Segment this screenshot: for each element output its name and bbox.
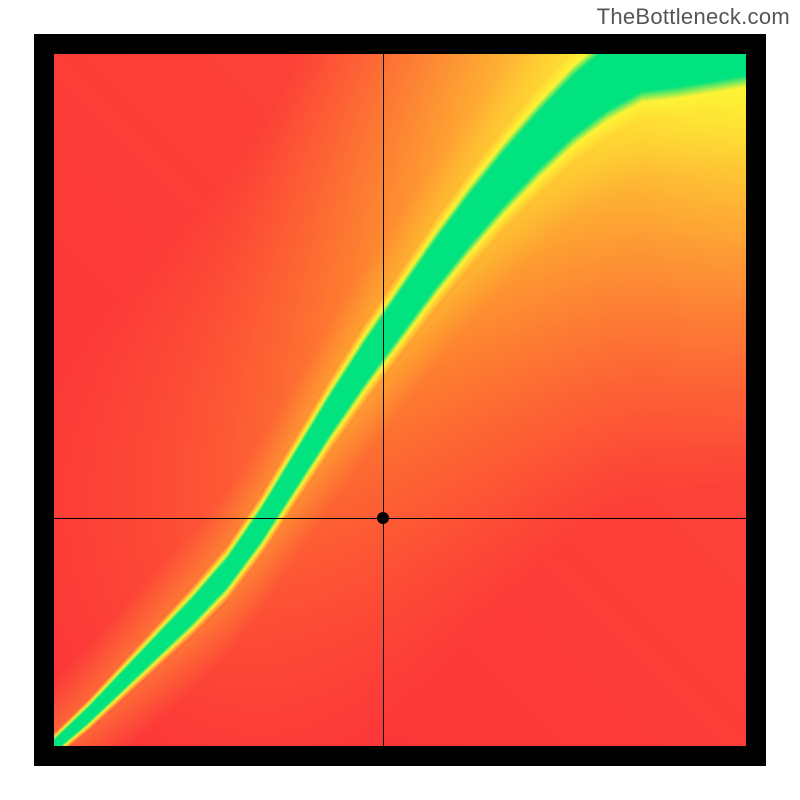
- chart-container: TheBottleneck.com: [0, 0, 800, 800]
- heatmap-canvas: [54, 54, 746, 746]
- crosshair-horizontal: [54, 518, 746, 519]
- watermark-text: TheBottleneck.com: [597, 4, 790, 30]
- marker-dot: [377, 512, 389, 524]
- crosshair-vertical: [383, 54, 384, 746]
- plot-frame: [34, 34, 766, 766]
